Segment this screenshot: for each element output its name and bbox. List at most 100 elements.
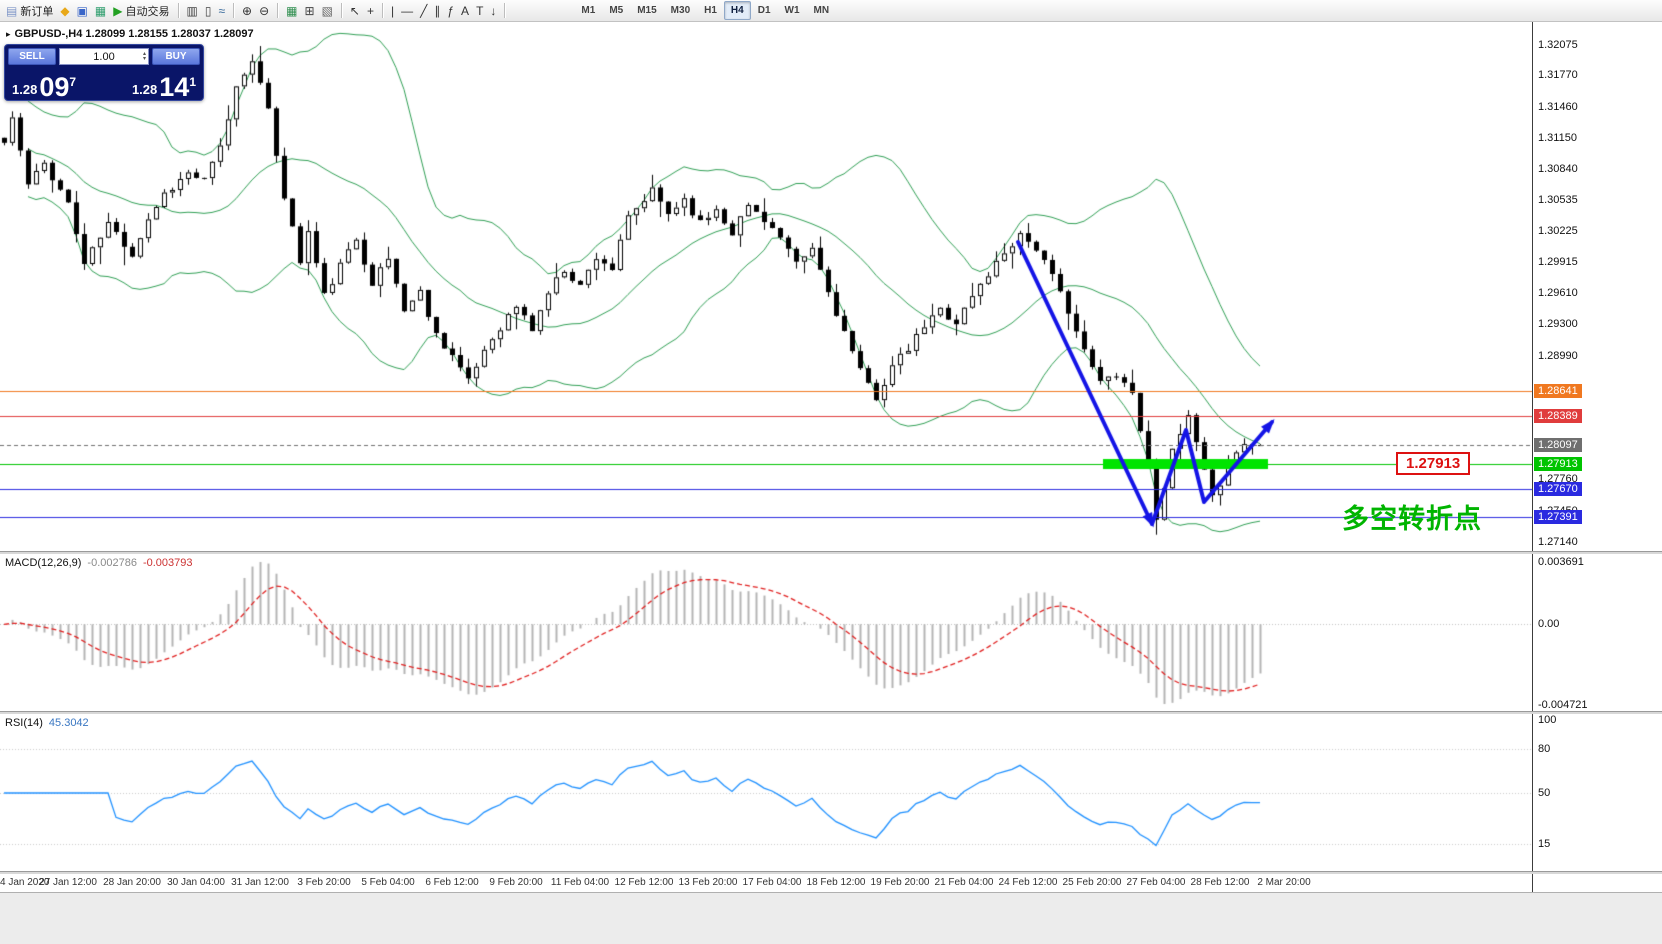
time-axis-label: 24 Feb 12:00 [998, 877, 1058, 888]
time-axis-label: 21 Feb 04:00 [934, 877, 994, 888]
price-axis-label: 1.30535 [1538, 193, 1578, 206]
macd-value-hist: -0.002786 [87, 557, 137, 569]
buy-price[interactable]: 1.28 14 1 [131, 72, 196, 102]
price-chart-canvas[interactable] [0, 22, 1532, 552]
metaeditor-icon[interactable]: ◆ [57, 1, 72, 20]
lot-stepper[interactable]: ▴ ▾ [143, 49, 146, 64]
text-icon[interactable]: A [458, 1, 472, 20]
metaeditor-icon: ◆ [60, 3, 70, 18]
crosshair-icon[interactable]: + [364, 1, 377, 20]
fibonacci-icon: ƒ [447, 3, 455, 18]
buy-button[interactable]: BUY [152, 48, 200, 65]
symbol-header: ▸ GBPUSD-,H4 1.28099 1.28155 1.28037 1.2… [6, 28, 254, 40]
label-icon: T [476, 3, 484, 18]
label-icon[interactable]: T [473, 1, 486, 20]
price-axis-tag: 1.27670 [1534, 481, 1582, 496]
channel-icon: ∥ [434, 3, 441, 18]
tile-windows-icon[interactable]: ▦ [283, 1, 300, 20]
timeframe-mn[interactable]: MN [813, 5, 830, 16]
timeframe-w1[interactable]: W1 [784, 5, 800, 16]
line-chart-icon: ≈ [218, 3, 226, 18]
line-chart-icon[interactable]: ≈ [215, 1, 228, 20]
new-chart-icon[interactable]: ⊞ [302, 1, 318, 20]
channel-icon[interactable]: ∥ [431, 1, 443, 20]
buy-price-main: 1.28 [131, 82, 158, 97]
toolbar-separator [277, 3, 279, 18]
macd-axis-label: 0.00 [1538, 618, 1560, 631]
rsi-value: 45.3042 [48, 717, 89, 729]
lot-increase-icon[interactable]: ▴ [142, 50, 146, 57]
zoom-in-icon[interactable]: ⊕ [239, 1, 255, 20]
cursor-icon[interactable]: ↖ [347, 1, 363, 20]
auto-trading-button[interactable]: ▶ 自动交易 [110, 1, 172, 20]
rsi-name: RSI(14) [5, 717, 43, 729]
templates-icon[interactable]: ▧ [319, 1, 336, 20]
status-strip [0, 892, 1662, 944]
time-scale[interactable]: 4 Jan 2020 27 Jan 12:00 28 Jan 20:00 30 Jan… [0, 874, 1532, 892]
price-axis-label: 1.31770 [1538, 69, 1578, 82]
price-axis-label: 1.31150 [1538, 131, 1577, 144]
time-axis-label: 27 Feb 04:00 [1126, 877, 1186, 888]
price-axis-label: 1.29915 [1538, 256, 1578, 269]
new-order-icon: ▤ [6, 3, 18, 18]
arrows-icon[interactable]: ↓ [487, 1, 499, 20]
time-axis-label: 6 Feb 12:00 [425, 877, 479, 888]
rsi-axis-label: 15 [1538, 838, 1551, 851]
time-axis-label: 28 Feb 12:00 [1190, 877, 1250, 888]
new-order-button[interactable]: ▤ 新订单 [3, 1, 56, 20]
price-axis-tag: 1.27913 [1534, 457, 1582, 472]
trendline-icon[interactable]: ╱ [417, 1, 430, 20]
timeframe-d1[interactable]: D1 [757, 5, 771, 16]
arrows-icon: ↓ [490, 3, 497, 18]
macd-indicator-canvas[interactable] [0, 554, 1532, 712]
timeframe-toolbar: M1 M5 M15 M30 H1 H4 D1 W1 MN [574, 1, 836, 20]
price-scale[interactable]: 1.32075 1.31770 1.31460 1.31150 1.30840 1.305… [1532, 22, 1662, 892]
macd-axis-label: -0.004721 [1538, 699, 1588, 711]
sell-button[interactable]: SELL [8, 48, 56, 65]
candlestick-chart-icon[interactable]: ▯ [202, 1, 215, 20]
new-order-button-label: 新订单 [20, 5, 54, 18]
symbol-ohlc-text: GBPUSD-,H4 1.28099 1.28155 1.28037 1.280… [14, 28, 254, 40]
bar-chart-icon[interactable]: ▥ [184, 1, 201, 20]
price-axis-tag: 1.28097 [1534, 438, 1582, 453]
buy-price-pips: 14 [159, 72, 190, 102]
rsi-axis-label: 80 [1538, 743, 1551, 756]
trendline-icon: ╱ [420, 3, 428, 18]
pane-separator[interactable] [0, 871, 1662, 874]
time-axis-label: 17 Feb 04:00 [742, 877, 802, 888]
fibonacci-icon[interactable]: ƒ [444, 1, 457, 20]
timeframe-m30[interactable]: M30 [670, 5, 691, 16]
timeframe-m15[interactable]: M15 [637, 5, 657, 16]
pane-separator[interactable] [0, 711, 1662, 714]
time-axis-label: 19 Feb 20:00 [870, 877, 930, 888]
price-axis-label: 1.31460 [1538, 100, 1578, 113]
toolbar-separator [340, 3, 342, 18]
price-axis-tag: 1.27391 [1534, 509, 1582, 524]
chart-marker-icon: ▸ [6, 28, 11, 39]
timeframe-m5[interactable]: M5 [609, 5, 624, 16]
sell-price[interactable]: 1.28 09 7 [12, 74, 76, 101]
zoom-out-icon: ⊖ [259, 3, 270, 18]
lot-size-field[interactable]: 1.00 ▴ ▾ [59, 48, 149, 65]
time-axis-label: 9 Feb 20:00 [489, 877, 543, 888]
vertical-line-icon[interactable]: | [388, 1, 397, 20]
time-axis-label: 28 Jan 20:00 [103, 877, 161, 888]
macd-indicator-label: MACD(12,26,9) -0.002786 -0.003793 [5, 557, 193, 569]
toolbar-separator [233, 3, 235, 18]
rsi-indicator-canvas[interactable] [0, 714, 1532, 872]
time-axis-label: 2 Mar 20:00 [1257, 877, 1311, 888]
templates-icon: ▧ [321, 3, 333, 18]
lot-decrease-icon[interactable]: ▾ [142, 55, 146, 62]
profiles-icon[interactable]: ▣ [74, 1, 91, 20]
sell-price-main: 1.28 [12, 82, 38, 97]
pane-separator[interactable] [0, 551, 1662, 554]
market-watch-icon[interactable]: ▦ [92, 1, 109, 20]
timeframe-h4[interactable]: H4 [723, 1, 751, 20]
new-chart-icon: ⊞ [304, 3, 315, 18]
timeframe-m1[interactable]: M1 [581, 5, 596, 16]
time-axis-label: 3 Feb 20:00 [297, 877, 351, 888]
zoom-out-icon[interactable]: ⊖ [256, 1, 272, 20]
text-icon: A [461, 3, 470, 18]
horizontal-line-icon[interactable]: — [398, 1, 416, 20]
timeframe-h1[interactable]: H1 [704, 5, 717, 16]
